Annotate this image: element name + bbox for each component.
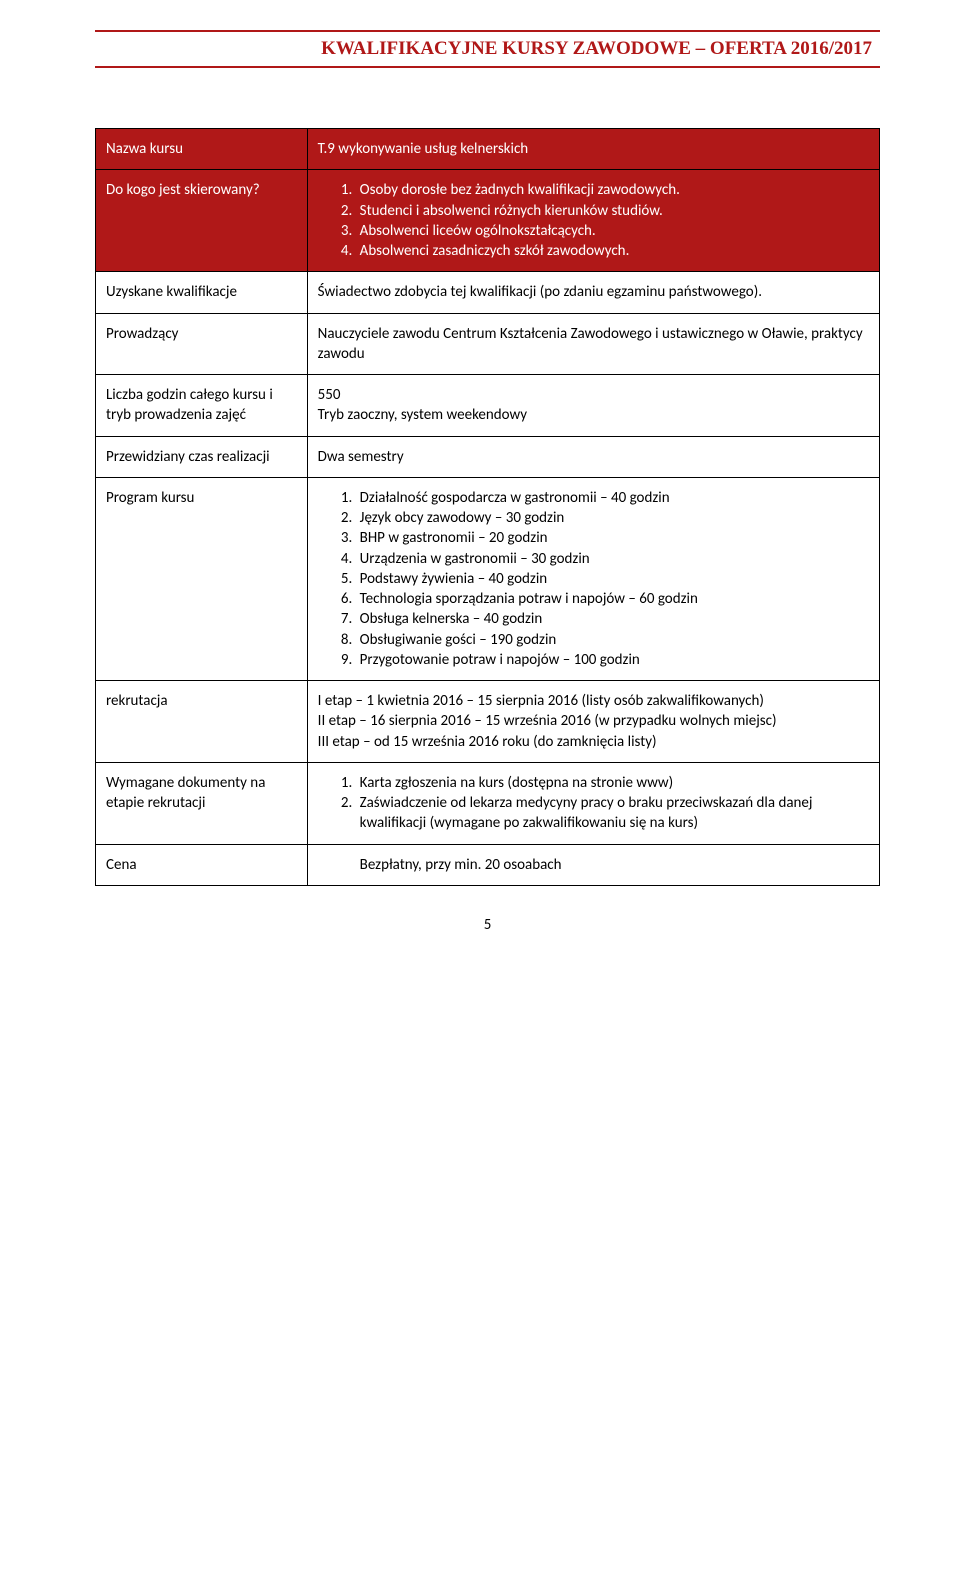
value-documents: Karta zgłoszenia na kurs (dostępna na st… xyxy=(307,762,879,844)
row-duration: Przewidziany czas realizacji Dwa semestr… xyxy=(96,436,880,477)
program-item: BHP w gastronomii – 20 godzin xyxy=(356,528,869,548)
row-documents: Wymagane dokumenty na etapie rekrutacji … xyxy=(96,762,880,844)
label-hours: Liczba godzin całego kursu i tryb prowad… xyxy=(96,375,308,437)
label-qualifications: Uzyskane kwalifikacje xyxy=(96,272,308,313)
label-lecturers: Prowadzący xyxy=(96,313,308,375)
row-qualifications: Uzyskane kwalifikacje Świadectwo zdobyci… xyxy=(96,272,880,313)
label-recruitment: rekrutacja xyxy=(96,681,308,763)
program-item: Podstawy żywienia – 40 godzin xyxy=(356,569,869,589)
hours-line: Tryb zaoczny, system weekendowy xyxy=(318,405,869,425)
program-item: Technologia sporządzania potraw i napojó… xyxy=(356,589,869,609)
value-target: Osoby dorosłe bez żadnych kwalifikacji z… xyxy=(307,170,879,272)
target-list: Osoby dorosłe bez żadnych kwalifikacji z… xyxy=(318,180,869,261)
row-target: Do kogo jest skierowany? Osoby dorosłe b… xyxy=(96,170,880,272)
documents-item: Karta zgłoszenia na kurs (dostępna na st… xyxy=(356,773,869,793)
value-qualifications: Świadectwo zdobycia tej kwalifikacji (po… xyxy=(307,272,879,313)
recruit-line: I etap – 1 kwietnia 2016 – 15 sierpnia 2… xyxy=(318,691,869,711)
label-program: Program kursu xyxy=(96,477,308,680)
program-item: Przygotowanie potraw i napojów – 100 god… xyxy=(356,650,869,670)
label-course-name: Nazwa kursu xyxy=(96,129,308,170)
value-hours: 550 Tryb zaoczny, system weekendowy xyxy=(307,375,879,437)
target-item: Studenci i absolwenci różnych kierunków … xyxy=(356,201,869,221)
header-rule-bottom xyxy=(95,66,880,68)
value-program: Działalność gospodarcza w gastronomii – … xyxy=(307,477,879,680)
value-course-name: T.9 wykonywanie usług kelnerskich xyxy=(307,129,879,170)
program-item: Obsługiwanie gości – 190 godzin xyxy=(356,630,869,650)
label-price: Cena xyxy=(96,844,308,885)
row-lecturers: Prowadzący Nauczyciele zawodu Centrum Ks… xyxy=(96,313,880,375)
program-item: Działalność gospodarcza w gastronomii – … xyxy=(356,488,869,508)
value-lecturers: Nauczyciele zawodu Centrum Kształcenia Z… xyxy=(307,313,879,375)
label-documents: Wymagane dokumenty na etapie rekrutacji xyxy=(96,762,308,844)
row-recruitment: rekrutacja I etap – 1 kwietnia 2016 – 15… xyxy=(96,681,880,763)
program-item: Urządzenia w gastronomii – 30 godzin xyxy=(356,549,869,569)
value-duration: Dwa semestry xyxy=(307,436,879,477)
value-recruitment: I etap – 1 kwietnia 2016 – 15 sierpnia 2… xyxy=(307,681,879,763)
program-item: Obsługa kelnerska – 40 godzin xyxy=(356,609,869,629)
row-program: Program kursu Działalność gospodarcza w … xyxy=(96,477,880,680)
course-table: Nazwa kursu T.9 wykonywanie usług kelner… xyxy=(95,128,880,886)
recruit-line: II etap – 16 sierpnia 2016 – 15 września… xyxy=(318,711,869,731)
target-item: Osoby dorosłe bez żadnych kwalifikacji z… xyxy=(356,180,869,200)
target-item: Absolwenci zasadniczych szkół zawodowych… xyxy=(356,241,869,261)
target-item: Absolwenci liceów ogólnokształcących. xyxy=(356,221,869,241)
documents-item: Zaświadczenie od lekarza medycyny pracy … xyxy=(356,793,869,834)
program-list: Działalność gospodarcza w gastronomii – … xyxy=(318,488,869,670)
document-header-title: KWALIFIKACYJNE KURSY ZAWODOWE – OFERTA 2… xyxy=(95,32,880,66)
documents-list: Karta zgłoszenia na kurs (dostępna na st… xyxy=(318,773,869,834)
hours-line: 550 xyxy=(318,385,869,405)
page-number: 5 xyxy=(95,916,880,934)
row-price: Cena Bezpłatny, przy min. 20 osoabach xyxy=(96,844,880,885)
value-price: Bezpłatny, przy min. 20 osoabach xyxy=(307,844,879,885)
program-item: Język obcy zawodowy – 30 godzin xyxy=(356,508,869,528)
row-course-name: Nazwa kursu T.9 wykonywanie usług kelner… xyxy=(96,129,880,170)
recruit-line: III etap – od 15 września 2016 roku (do … xyxy=(318,732,869,752)
price-text: Bezpłatny, przy min. 20 osoabach xyxy=(318,855,869,875)
label-target: Do kogo jest skierowany? xyxy=(96,170,308,272)
document-page: KWALIFIKACYJNE KURSY ZAWODOWE – OFERTA 2… xyxy=(0,0,960,974)
label-duration: Przewidziany czas realizacji xyxy=(96,436,308,477)
row-hours: Liczba godzin całego kursu i tryb prowad… xyxy=(96,375,880,437)
